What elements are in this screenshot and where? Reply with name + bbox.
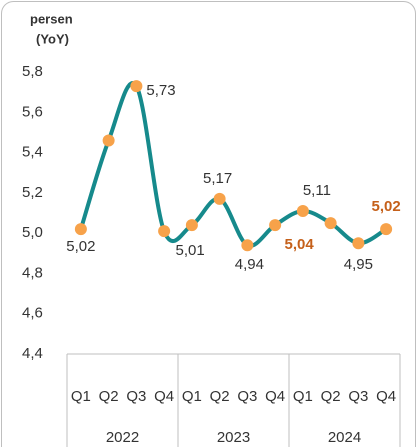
x-tick-label: Q1 <box>293 388 313 405</box>
value-label: 5,73 <box>146 82 175 99</box>
x-tick-label: Q1 <box>182 388 202 405</box>
x-tick-label: Q3 <box>237 388 257 405</box>
x-tick-label: Q1 <box>71 388 91 405</box>
x-tick-label: Q3 <box>126 388 146 405</box>
value-label: 4,94 <box>235 256 264 273</box>
marker <box>130 80 143 93</box>
group-label: 2023 <box>217 429 250 446</box>
marker <box>352 237 365 250</box>
y-tick-label: 5,2 <box>22 184 43 201</box>
y-tick-label: 5,4 <box>22 144 43 161</box>
marker <box>269 219 282 232</box>
group-label: 2024 <box>328 429 361 446</box>
x-tick-label: Q4 <box>265 388 285 405</box>
value-label: 5,11 <box>303 182 331 199</box>
y-tick-label: 4,8 <box>22 264 43 281</box>
marker <box>102 134 115 147</box>
y-label: persen <box>30 11 73 26</box>
marker <box>185 219 198 232</box>
x-tick-label: Q3 <box>348 388 368 405</box>
y-label: (YoY) <box>36 31 69 46</box>
marker <box>74 223 87 236</box>
marker <box>158 225 171 238</box>
x-tick-label: Q2 <box>99 388 119 405</box>
x-tick-label: Q4 <box>154 388 174 405</box>
marker <box>213 192 226 205</box>
value-label: 5,02 <box>372 198 401 215</box>
y-tick-label: 5,0 <box>22 224 43 241</box>
marker <box>296 204 309 217</box>
value-label: 5,17 <box>203 170 232 187</box>
marker <box>324 217 337 230</box>
value-label: 4,95 <box>344 256 373 273</box>
value-label: 5,04 <box>285 236 315 253</box>
value-label: 5,01 <box>176 242 205 259</box>
x-tick-label: Q2 <box>321 388 341 405</box>
group-label: 2022 <box>106 429 139 446</box>
y-tick-label: 4,6 <box>22 305 43 322</box>
y-tick-label: 5,6 <box>22 103 43 120</box>
marker <box>380 223 393 236</box>
y-tick-label: 4,4 <box>22 345 43 362</box>
marker <box>241 239 254 252</box>
x-tick-label: Q4 <box>376 388 396 405</box>
y-tick-label: 5,8 <box>22 63 43 80</box>
x-tick-label: Q2 <box>210 388 230 405</box>
value-label: 5,02 <box>66 238 95 255</box>
